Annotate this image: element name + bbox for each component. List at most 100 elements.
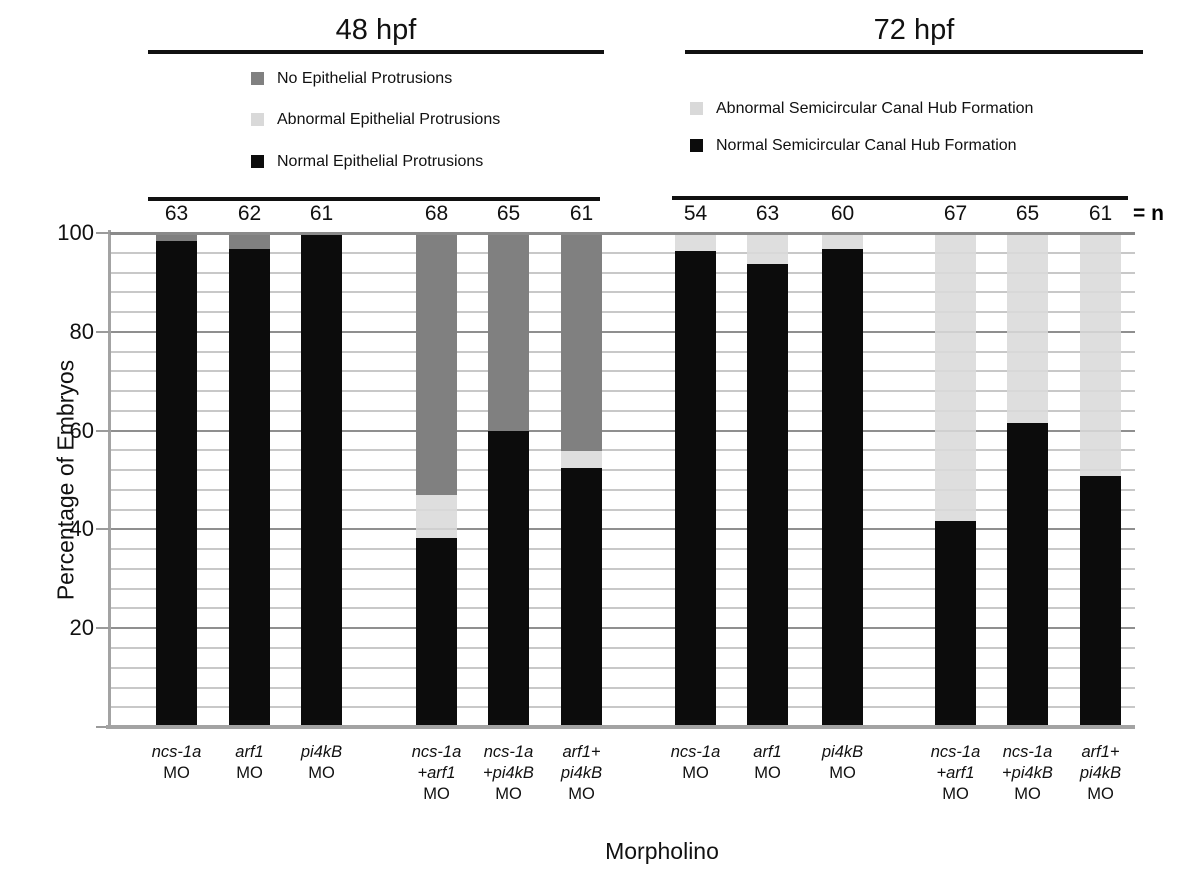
- x-axis-category-label: ncs-1a +arf1 MO: [385, 742, 489, 805]
- gene-name-label: ncs-1a: [1002, 743, 1053, 761]
- n-count-label: 61: [569, 202, 594, 225]
- gene-name-label: +pi4kB: [483, 764, 534, 782]
- n-count-label: 68: [424, 202, 449, 225]
- major-gridline: [110, 429, 1135, 432]
- n-count-label: 63: [755, 202, 780, 225]
- legend-label: Abnormal Epithelial Protrusions: [277, 111, 501, 128]
- minor-gridline: [110, 469, 1135, 472]
- n-count-label: 54: [683, 202, 708, 225]
- n-count-label: 61: [1088, 202, 1113, 225]
- legend-swatch-black: [251, 155, 264, 168]
- minor-gridline: [110, 291, 1135, 294]
- gene-name-label: ncs-1a: [151, 743, 202, 761]
- bar-segment: [416, 494, 457, 539]
- gene-name-label: +arf1: [417, 764, 456, 782]
- legend-label: No Epithelial Protrusions: [277, 70, 453, 87]
- legend-label: Abnormal Semicircular Canal Hub Formatio…: [716, 100, 1034, 117]
- bar-segment: [675, 251, 716, 727]
- bar-segment: [1007, 423, 1048, 727]
- x-axis-category-label: pi4kB MO: [270, 742, 374, 784]
- mo-label: MO: [236, 764, 263, 782]
- minor-gridline: [110, 449, 1135, 452]
- mo-label: MO: [163, 764, 190, 782]
- group-title-underline-48hpf: [148, 50, 604, 54]
- gene-name-label: +pi4kB: [1002, 764, 1053, 782]
- minor-gridline: [110, 251, 1135, 254]
- bar-segment: [561, 467, 602, 727]
- gene-name-label: arf1: [753, 743, 782, 761]
- y-axis-tick-label: 100: [57, 220, 94, 245]
- legend-swatch-light-gray: [690, 102, 703, 115]
- x-axis-category-label: ncs-1a +arf1 MO: [904, 742, 1008, 805]
- n-count-label: 62: [237, 202, 262, 225]
- mo-label: MO: [1014, 785, 1041, 803]
- bar-segment: [416, 538, 457, 727]
- legend-label: Normal Semicircular Canal Hub Formation: [716, 137, 1017, 154]
- x-axis-category-label: ncs-1a MO: [644, 742, 748, 784]
- n-count-label: 65: [1015, 202, 1040, 225]
- legend-swatch-dark-gray: [251, 72, 264, 85]
- mo-label: MO: [829, 764, 856, 782]
- bar-segment: [229, 233, 270, 249]
- gene-name-label: pi4kB: [1079, 764, 1122, 782]
- bar-segment: [822, 249, 863, 727]
- gridline-100: [110, 231, 1135, 235]
- minor-gridline: [110, 390, 1135, 393]
- bar-segment: [488, 233, 529, 431]
- x-axis-category-label: arf1+ pi4kB MO: [530, 742, 634, 805]
- y-axis-tick-mark: [96, 726, 110, 728]
- bar-segment: [156, 240, 197, 727]
- major-gridline: [110, 330, 1135, 333]
- bar-segment: [156, 233, 197, 241]
- bar-segment: [1080, 476, 1121, 727]
- minor-gridline: [110, 311, 1135, 313]
- y-axis-tick-mark: [96, 627, 110, 630]
- group-title-48hpf: 48 hpf: [335, 14, 417, 46]
- minor-gridline: [110, 548, 1135, 551]
- n-row-underline-72hpf: [672, 196, 1128, 200]
- y-axis-title: Percentage of Embryos: [52, 359, 79, 601]
- y-axis-tick-mark: [96, 330, 110, 333]
- bar-segment: [1080, 233, 1121, 476]
- y-axis-tick-label: 60: [69, 417, 94, 443]
- bar-segment: [561, 233, 602, 452]
- gene-name-label: pi4kB: [560, 764, 603, 782]
- minor-gridline: [110, 587, 1135, 590]
- minor-gridline: [110, 567, 1135, 570]
- legend-swatch-light-gray: [251, 113, 264, 126]
- major-gridline: [110, 627, 1135, 630]
- n-count-label: 65: [496, 202, 521, 225]
- legend-label: Normal Epithelial Protrusions: [277, 153, 484, 170]
- x-axis-category-label: pi4kB MO: [791, 742, 895, 784]
- mo-label: MO: [1087, 785, 1114, 803]
- mo-label: MO: [682, 764, 709, 782]
- x-axis-category-label: ncs-1a +pi4kB MO: [976, 742, 1080, 805]
- gene-name-label: pi4kB: [300, 743, 343, 761]
- mo-label: MO: [495, 785, 522, 803]
- mo-label: MO: [308, 764, 335, 782]
- minor-gridline: [110, 706, 1135, 709]
- y-axis-tick-mark: [96, 528, 110, 531]
- n-count-label: 63: [164, 202, 189, 225]
- gene-name-label: ncs-1a: [670, 743, 721, 761]
- gene-name-label: ncs-1a: [411, 743, 462, 761]
- bar-segment: [935, 233, 976, 521]
- y-axis-line: [108, 230, 111, 729]
- minor-gridline: [110, 607, 1135, 610]
- x-axis-category-label: arf1 MO: [716, 742, 820, 784]
- y-axis-tick-label: 20: [69, 615, 94, 641]
- y-axis-tick-mark: [96, 429, 110, 432]
- minor-gridline: [110, 370, 1135, 373]
- gene-name-label: ncs-1a: [930, 743, 981, 761]
- x-axis-baseline: [106, 725, 1135, 729]
- bar-segment: [229, 248, 270, 727]
- minor-gridline: [110, 409, 1135, 412]
- minor-gridline: [110, 508, 1135, 511]
- group-title-72hpf: 72 hpf: [873, 14, 955, 46]
- gene-name-label: arf1+: [1081, 743, 1120, 761]
- gene-name-label: ncs-1a: [483, 743, 534, 761]
- minor-gridline: [110, 271, 1135, 274]
- x-axis-category-label: arf1+ pi4kB MO: [1049, 742, 1153, 805]
- x-axis-category-label: arf1 MO: [198, 742, 302, 784]
